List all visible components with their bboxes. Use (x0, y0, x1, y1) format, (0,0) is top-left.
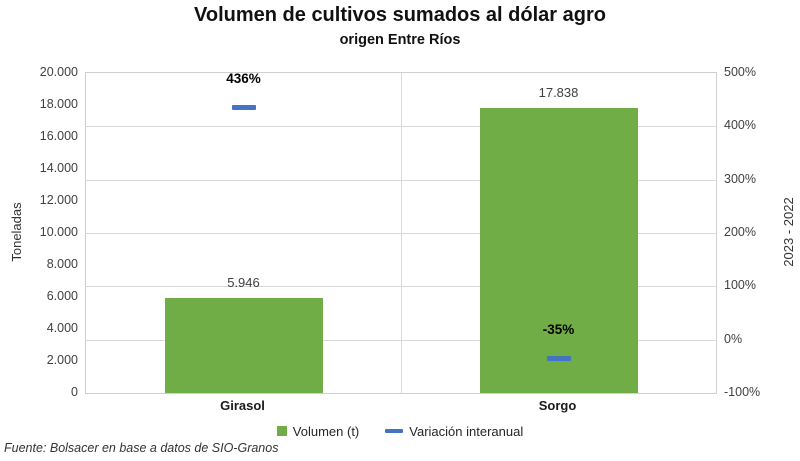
y-tick-label: 20.000 (39, 65, 78, 79)
plot-area: 5.946 17.838 436% -35% (85, 71, 717, 394)
y-tick-label: 2.000 (46, 353, 78, 367)
y2-tick-label: -100% (724, 385, 761, 399)
legend-label: Volumen (t) (292, 423, 360, 439)
bar-value-label: 5.946 (227, 274, 260, 290)
y-axis-left: 20.000 18.000 16.000 14.000 12.000 10.000 8.00… (0, 65, 78, 399)
chart-title: Volumen de cultivos sumados al dólar agr… (194, 4, 606, 26)
variation-value-label: 436% (226, 71, 261, 87)
y-tick-label: 10.000 (39, 225, 78, 239)
x-category-label: Sorgo (538, 398, 577, 413)
legend-square-icon (276, 426, 287, 436)
x-axis: Girasol Sorgo (85, 398, 715, 416)
y-tick-label: 8.000 (46, 257, 78, 271)
variation-dash-marker (231, 104, 256, 110)
y-tick-label: 16.000 (39, 129, 78, 143)
y2-tick-label: 100% (724, 278, 756, 293)
gridline (401, 73, 402, 393)
legend-dash-icon (385, 429, 404, 433)
y-tick-label: 6.000 (46, 289, 78, 303)
y2-tick-label: 300% (724, 171, 756, 186)
variation-dash-marker (546, 355, 571, 361)
bar-value-label: 17.838 (538, 84, 579, 100)
y2-tick-label: 0% (724, 331, 743, 346)
y-tick-label: 14.000 (39, 161, 78, 175)
legend-item: Variación interanual (385, 424, 523, 439)
bar-girasol (164, 297, 323, 393)
y2-tick-label: 200% (724, 225, 756, 239)
y-tick-label: 12.000 (39, 193, 78, 207)
legend: Volumen (t) Variación interanual (85, 422, 715, 440)
bar-sorgo (479, 107, 638, 393)
variation-value-label: -35% (542, 322, 575, 338)
legend-label: Variación interanual (409, 423, 524, 439)
chart-subtitle: origen Entre Ríos (339, 32, 461, 48)
y-axis-right: 500% 400% 300% 200% 100% 0% -100% (722, 65, 800, 399)
y2-tick-label: 400% (724, 118, 756, 133)
legend-item: Volumen (t) (276, 423, 360, 439)
y-tick-label: 18.000 (39, 97, 78, 111)
x-category-label: Girasol (220, 398, 265, 413)
y-tick-label: 0 (71, 385, 78, 399)
y-tick-label: 4.000 (46, 321, 78, 335)
y2-tick-label: 500% (724, 65, 756, 79)
source-note: Fuente: Bolsacer en base a datos de SIO-… (4, 441, 279, 455)
